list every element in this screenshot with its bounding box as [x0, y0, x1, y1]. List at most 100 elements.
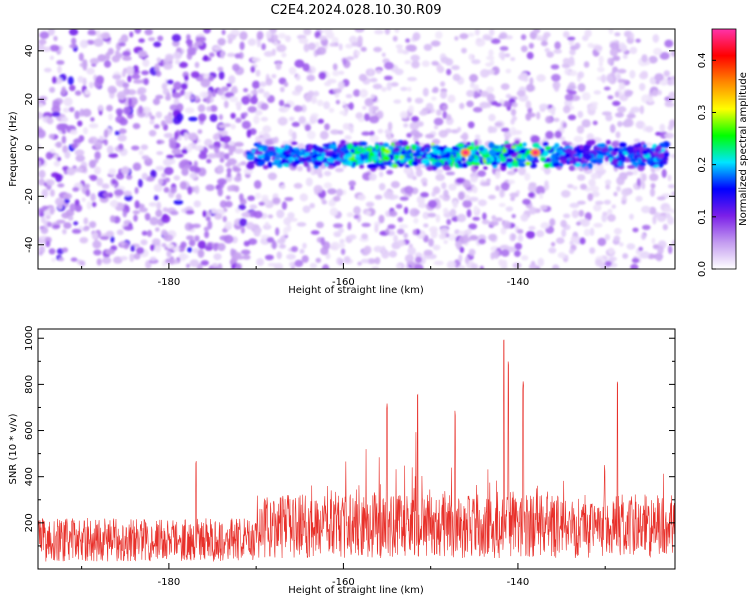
heatmap-noise-blob: [141, 70, 150, 76]
heatmap-noise-blob: [486, 86, 495, 93]
heatmap-band-blob: [637, 157, 642, 164]
heatmap-noise-blob: [57, 183, 65, 188]
heatmap-noise-blob: [387, 224, 396, 230]
heatmap-band-blob: [368, 152, 375, 157]
heatmap-band-blob: [543, 142, 549, 147]
heatmap-noise-blob: [514, 242, 523, 250]
heatmap-noise-blob: [217, 66, 224, 72]
heatmap-noise-blob: [469, 234, 479, 241]
heatmap-noise-blob: [300, 104, 307, 113]
y-tick-label: 400: [24, 467, 35, 486]
heatmap-noise-blob: [667, 174, 672, 182]
heatmap-noise-blob: [38, 169, 46, 179]
heatmap-band-blob: [394, 153, 399, 159]
heatmap-noise-blob: [289, 116, 295, 122]
heatmap-noise-blob: [387, 121, 393, 131]
heatmap-noise-blob: [543, 31, 551, 38]
heatmap-noise-blob: [239, 31, 248, 41]
heatmap-band-blob: [246, 162, 255, 170]
heatmap-noise-blob: [458, 230, 467, 236]
heatmap-noise-blob: [633, 138, 641, 143]
heatmap-noise-blob: [500, 227, 507, 235]
heatmap-band-blob: [443, 153, 451, 159]
heatmap-noise-blob: [299, 193, 308, 202]
heatmap-noise-blob: [226, 52, 236, 58]
heatmap-noise-blob: [376, 110, 384, 119]
heatmap-noise-blob: [56, 60, 65, 65]
heatmap-noise-blob: [601, 74, 607, 83]
heatmap-noise-blob: [597, 237, 607, 247]
heatmap-band-blob: [374, 157, 379, 161]
heatmap-band-blob: [466, 142, 472, 146]
heatmap-noise-blob: [431, 60, 439, 66]
heatmap-noise-blob: [663, 207, 672, 213]
heatmap-noise-blob: [250, 96, 258, 105]
snr-y-label: SNR (10 * v/v): [8, 413, 19, 484]
snr-panel: -180 -160 -140 200 400 600 800 1000 Height of …: [8, 326, 676, 596]
heatmap-noise-blob: [144, 212, 151, 221]
colorbar-label: Normalized spectral amplitude: [738, 72, 749, 226]
heatmap-noise-blob: [342, 58, 347, 65]
heatmap-noise-blob: [48, 248, 56, 255]
heatmap-noise-blob: [67, 76, 74, 86]
heatmap-noise-blob: [361, 131, 371, 136]
heatmap-noise-blob: [95, 30, 101, 37]
heatmap-noise-blob: [154, 63, 160, 72]
heatmap-noise-blob: [631, 257, 640, 264]
heatmap-noise-blob: [253, 115, 260, 125]
heatmap-band-blob: [613, 147, 620, 152]
heatmap-noise-blob: [609, 42, 620, 50]
heatmap-noise-blob: [359, 88, 369, 98]
heatmap-noise-blob: [607, 247, 615, 255]
heatmap-noise-blob: [228, 75, 236, 84]
heatmap-noise-blob: [621, 200, 627, 205]
heatmap-noise-blob: [617, 121, 623, 127]
heatmap-noise-blob: [508, 179, 515, 185]
heatmap-noise-blob: [134, 29, 142, 34]
heatmap-noise-blob: [432, 244, 441, 251]
heatmap-band-blob: [611, 141, 619, 148]
heatmap-noise-blob: [468, 248, 476, 256]
heatmap-noise-blob: [530, 135, 540, 144]
heatmap-noise-blob: [122, 82, 130, 88]
heatmap-noise-blob: [247, 195, 256, 201]
heatmap-band-blob: [335, 157, 342, 161]
heatmap-noise-blob: [83, 127, 88, 135]
heatmap-band-blob: [417, 157, 423, 163]
heatmap-noise-blob: [38, 102, 44, 108]
heatmap-band-blob: [253, 158, 262, 162]
heatmap-noise-blob: [89, 81, 94, 89]
heatmap-noise-blob: [458, 254, 463, 263]
heatmap-noise-blob: [505, 206, 514, 212]
heatmap-noise-blob: [290, 265, 296, 269]
heatmap-noise-blob: [123, 225, 134, 231]
heatmap-noise-blob: [499, 188, 505, 198]
heatmap-noise-blob: [180, 241, 187, 249]
heatmap-noise-blob: [577, 110, 584, 119]
heatmap-band-blob: [657, 152, 665, 159]
heatmap-noise-blob: [133, 214, 138, 222]
heatmap-noise-blob: [250, 90, 258, 95]
heatmap-noise-blob: [238, 204, 246, 211]
heatmap-band-blob: [584, 153, 593, 161]
heatmap-noise-blob: [490, 38, 501, 44]
heatmap-noise-blob: [98, 104, 103, 111]
heatmap-noise-blob: [378, 183, 386, 191]
heatmap-noise-blob: [253, 180, 262, 189]
heatmap-noise-blob: [498, 259, 504, 267]
heatmap-noise-blob: [510, 57, 516, 62]
heatmap-noise-blob: [500, 182, 510, 191]
heatmap-band-blob: [611, 158, 619, 165]
heatmap-band-blob: [291, 141, 298, 145]
heatmap-noise-blob: [647, 95, 654, 104]
heatmap-noise-blob: [552, 264, 560, 269]
heatmap-noise-blob: [621, 188, 631, 197]
heatmap-band-blob: [583, 166, 589, 171]
heatmap-noise-blob: [86, 201, 92, 210]
heatmap-noise-blob: [434, 188, 439, 193]
heatmap-noise-blob: [137, 87, 147, 95]
heatmap-noise-blob: [337, 243, 346, 249]
heatmap-noise-blob: [462, 179, 471, 189]
heatmap-noise-blob: [256, 258, 265, 267]
heatmap-noise-blob: [56, 156, 62, 162]
